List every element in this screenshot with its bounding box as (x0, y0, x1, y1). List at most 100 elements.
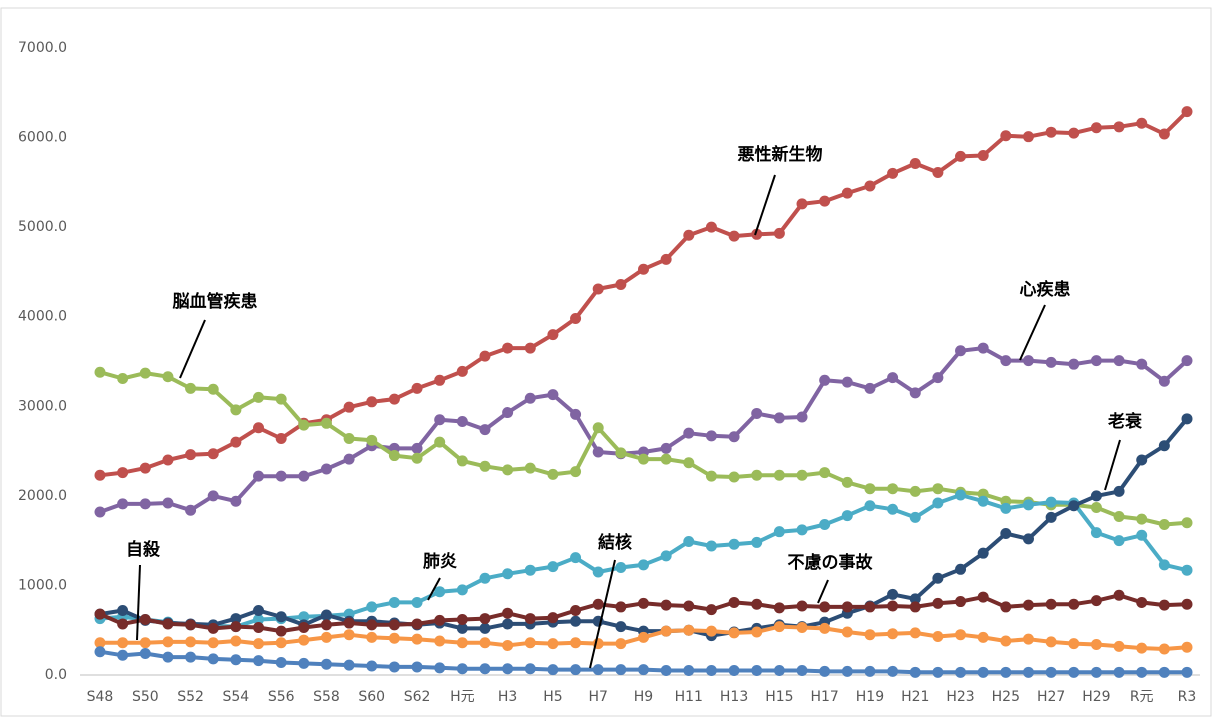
data-point (1113, 355, 1125, 367)
data-point (502, 618, 514, 630)
data-point (751, 598, 763, 610)
data-point (547, 389, 559, 401)
data-point (479, 622, 491, 634)
series-label: 脳血管疾患 (173, 291, 258, 312)
data-point (411, 382, 423, 394)
leader-line (589, 559, 616, 669)
data-point (479, 663, 491, 675)
data-point (1181, 641, 1193, 653)
data-point (592, 422, 604, 434)
data-point (1022, 533, 1034, 545)
data-point (638, 664, 649, 676)
x-tick-label: S62 (404, 689, 431, 705)
data-point (615, 621, 627, 633)
data-point (298, 657, 310, 669)
data-point (570, 466, 582, 478)
data-point (615, 638, 627, 650)
data-point (1158, 643, 1170, 655)
data-point (751, 407, 763, 419)
data-point (1181, 598, 1193, 610)
y-tick-label: 6000.0 (18, 130, 67, 146)
data-point (751, 665, 763, 677)
data-point (819, 622, 831, 634)
data-point (683, 624, 695, 636)
data-point (728, 596, 740, 608)
data-point (1090, 502, 1102, 514)
data-point (977, 342, 989, 354)
data-point (1022, 633, 1034, 645)
y-tick-label: 5000.0 (18, 219, 67, 235)
data-point (524, 637, 536, 649)
data-point (502, 639, 514, 651)
data-point (207, 383, 219, 395)
data-point (117, 498, 129, 510)
data-point (479, 350, 491, 362)
data-point (1000, 601, 1012, 613)
data-point (1181, 413, 1193, 425)
data-point (502, 464, 514, 476)
data-point (1158, 128, 1170, 140)
data-point (185, 636, 197, 648)
data-point (864, 665, 876, 677)
data-point (343, 659, 355, 671)
data-point (683, 665, 695, 677)
x-tick-label: H21 (901, 689, 929, 705)
series-label: 悪性新生物 (738, 144, 823, 165)
data-point (570, 313, 582, 325)
data-point (570, 664, 582, 676)
data-point (185, 651, 197, 663)
data-point (343, 453, 355, 465)
data-point (1158, 519, 1170, 531)
data-point (1136, 358, 1148, 370)
data-point (1158, 599, 1170, 611)
data-point (1181, 564, 1193, 576)
data-point (977, 591, 989, 603)
data-point (275, 625, 287, 637)
data-point (909, 387, 921, 399)
data-point (230, 613, 242, 625)
data-point (932, 483, 944, 495)
x-tick-label: H19 (856, 689, 884, 705)
data-point (320, 463, 332, 475)
data-point (298, 634, 310, 646)
y-tick-label: 4000.0 (18, 309, 67, 325)
data-point (1000, 130, 1012, 142)
data-point (366, 619, 378, 631)
data-point (864, 483, 876, 495)
data-point (1158, 559, 1170, 571)
data-point (977, 547, 989, 559)
data-point (253, 605, 265, 617)
x-tick-label: H3 (498, 689, 517, 705)
data-point (638, 453, 649, 465)
leader-line (817, 579, 829, 604)
data-point (570, 605, 582, 617)
data-point (185, 382, 197, 394)
data-point (456, 613, 468, 625)
data-point (660, 550, 672, 562)
data-point (117, 373, 129, 385)
data-point (388, 393, 400, 405)
x-tick-label: R元 (1130, 689, 1154, 705)
data-point (547, 664, 559, 676)
data-point (1068, 500, 1080, 512)
data-point (705, 604, 717, 616)
data-point (456, 365, 468, 377)
data-point (343, 617, 355, 629)
x-tick-label: H11 (675, 689, 703, 705)
data-point (819, 665, 831, 677)
data-point (117, 649, 129, 661)
data-point (1000, 355, 1012, 367)
data-point (117, 467, 129, 479)
data-point (502, 607, 514, 619)
data-point (1136, 513, 1148, 525)
x-tick-label: H23 (946, 689, 974, 705)
data-point (547, 329, 559, 341)
data-point (253, 655, 265, 667)
data-point (207, 622, 219, 634)
data-point (819, 601, 831, 613)
data-point (456, 622, 468, 634)
y-tick-label: 0.0 (45, 667, 67, 683)
data-point (570, 408, 582, 420)
data-point (547, 468, 559, 480)
data-point (524, 564, 536, 576)
